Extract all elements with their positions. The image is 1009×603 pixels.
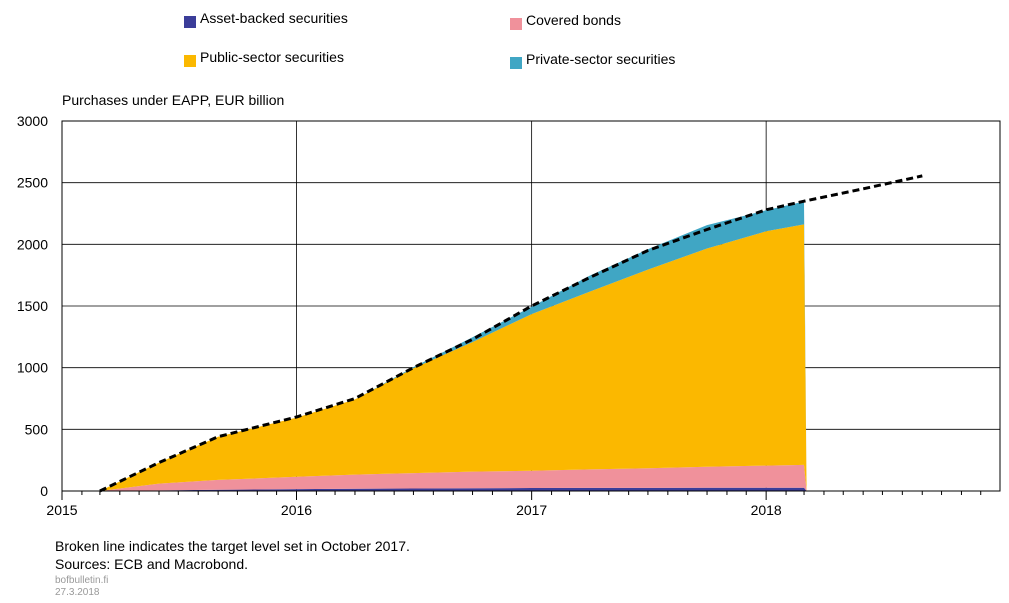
y-tick-label: 500 xyxy=(25,421,49,437)
note-sources: Sources: ECB and Macrobond. xyxy=(55,556,248,572)
area-asset-backed-securities xyxy=(99,487,807,491)
y-axis-title: Purchases under EAPP, EUR billion xyxy=(62,92,285,108)
series-areas xyxy=(99,201,807,491)
y-tick-label: 1000 xyxy=(17,360,48,376)
site-name: bofbulletin.fi xyxy=(55,575,109,586)
legend-label-private-sector: Private-sector securities xyxy=(526,51,676,67)
area-covered-bonds xyxy=(99,464,807,491)
area-private-sector-securities xyxy=(99,201,807,491)
legend-item-public-sector: Public-sector securities xyxy=(184,49,344,67)
y-tick-label: 2500 xyxy=(17,175,48,191)
legend-label-asset-backed: Asset-backed securities xyxy=(200,10,348,26)
x-tick-label: 2017 xyxy=(516,502,547,518)
legend-item-asset-backed: Asset-backed securities xyxy=(184,10,348,28)
x-tick-label: 2016 xyxy=(281,502,312,518)
legend-swatch-private-sector xyxy=(510,57,522,69)
legend-label-covered-bonds: Covered bonds xyxy=(526,12,621,28)
note-broken-line: Broken line indicates the target level s… xyxy=(55,538,410,554)
legend-item-private-sector: Private-sector securities xyxy=(510,51,676,69)
target-line-layer xyxy=(99,174,923,493)
y-tick-label: 1500 xyxy=(17,298,48,314)
y-tick-label: 3000 xyxy=(17,113,48,129)
axes xyxy=(61,490,1000,500)
legend-label-public-sector: Public-sector securities xyxy=(200,49,344,65)
y-tick-label: 2000 xyxy=(17,236,48,252)
target-level-line xyxy=(99,174,923,493)
legend-swatch-asset-backed xyxy=(184,16,196,28)
area-public-sector-securities xyxy=(99,224,807,491)
x-tick-label: 2015 xyxy=(46,502,77,518)
tick-labels: 0 500 1000 1500 2000 2500 3000 2015 2016 2017 2018 xyxy=(17,113,782,518)
legend-swatch-public-sector xyxy=(184,55,196,67)
legend-item-covered-bonds: Covered bonds xyxy=(510,12,621,30)
y-tick-label: 0 xyxy=(40,483,48,499)
x-tick-label: 2018 xyxy=(751,502,782,518)
publish-date: 27.3.2018 xyxy=(55,587,100,598)
legend-swatch-covered-bonds xyxy=(510,18,522,30)
